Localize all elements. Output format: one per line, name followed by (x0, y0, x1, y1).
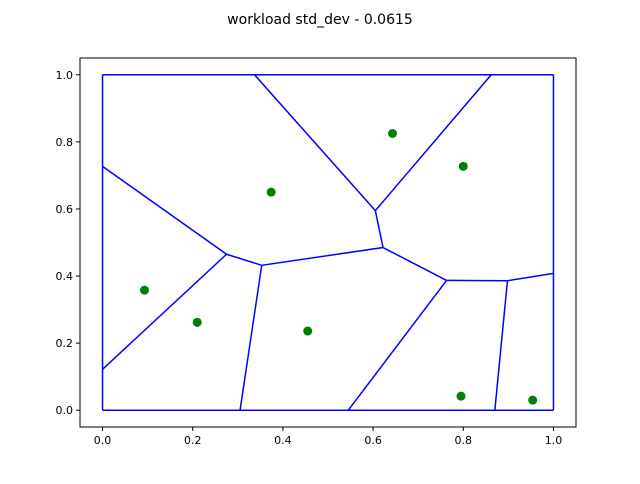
y-tick-label: 1.0 (56, 69, 74, 82)
y-tick-label: 0.6 (56, 203, 74, 216)
x-axis: 0.0 0.2 0.4 0.6 0.8 1.0 (94, 427, 562, 447)
site-point (388, 129, 397, 138)
voronoi-edge (348, 280, 446, 410)
y-tick-label: 0.2 (56, 337, 74, 350)
x-tick-label: 0.6 (364, 434, 382, 447)
y-axis: 0.0 0.2 0.4 0.6 0.8 1.0 (56, 69, 81, 417)
x-tick-label: 0.0 (94, 434, 112, 447)
chart-title: workload std_dev - 0.0615 (227, 12, 413, 28)
y-tick-label: 0.0 (56, 404, 74, 417)
voronoi-edge (103, 254, 227, 369)
x-tick-label: 0.2 (184, 434, 202, 447)
site-point (528, 396, 537, 405)
voronoi-edge (227, 254, 262, 265)
site-point (303, 327, 312, 336)
site-point (267, 188, 276, 197)
voronoi-edges (103, 75, 554, 410)
x-tick-label: 0.4 (274, 434, 292, 447)
voronoi-edge (507, 273, 553, 280)
site-point (459, 162, 468, 171)
voronoi-edge (375, 211, 383, 248)
y-tick-label: 0.8 (56, 136, 74, 149)
x-tick-label: 1.0 (545, 434, 563, 447)
site-point (140, 286, 149, 295)
voronoi-edge (375, 75, 491, 211)
voronoi-edge (240, 265, 262, 410)
voronoi-edge (495, 281, 508, 410)
plot-frame (80, 58, 576, 427)
voronoi-edge (383, 248, 447, 281)
x-tick-label: 0.8 (455, 434, 473, 447)
site-point (193, 318, 202, 327)
voronoi-edge (262, 248, 383, 266)
y-tick-label: 0.4 (56, 270, 74, 283)
site-point (457, 392, 466, 401)
voronoi-edge (103, 166, 227, 254)
